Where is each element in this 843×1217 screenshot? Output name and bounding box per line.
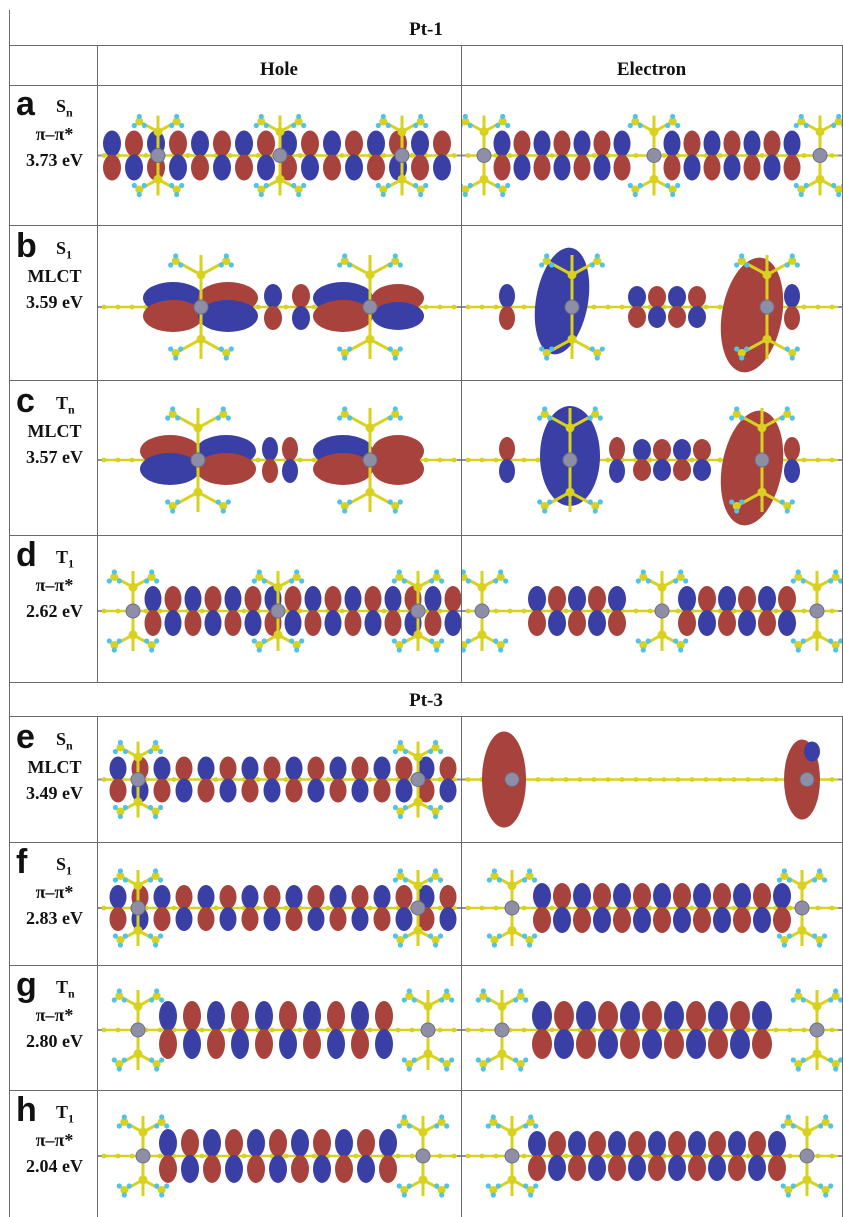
transition-type: MLCT [27, 757, 82, 777]
hole-orbital-image-b [98, 253, 461, 361]
excitation-energy: 2.62 eV [26, 601, 83, 621]
state-label: T1 [56, 1102, 75, 1126]
electron-orbital-image-a [462, 113, 842, 198]
panel-letter: d [16, 536, 37, 574]
excitation-energy: 3.59 eV [26, 292, 83, 312]
column-divider-label-pt3 [97, 716, 98, 1217]
transition-type: π–π* [35, 575, 74, 595]
state-label: S1 [56, 238, 73, 262]
row-border [9, 1090, 843, 1091]
transition-type: MLCT [27, 266, 82, 286]
transition-type: π–π* [35, 124, 74, 144]
excitation-energy: 2.83 eV [26, 908, 83, 928]
panel-letter: h [16, 1091, 37, 1129]
column-divider-hole-electron-pt3 [461, 716, 462, 1217]
section-title-pt1: Pt-1 [409, 19, 443, 40]
column-divider-label-pt1 [97, 45, 98, 682]
electron-orbital-image-f [462, 868, 842, 948]
state-label: S1 [56, 854, 73, 878]
state-label: Tn [56, 977, 75, 1001]
electron-orbital-image-e [462, 731, 842, 828]
panel-letter: e [16, 718, 35, 756]
section-title-pt3: Pt-3 [409, 690, 443, 711]
state-label: Sn [56, 96, 73, 120]
excitation-energy: 3.49 eV [26, 783, 83, 803]
column-divider-hole-electron-pt1 [461, 45, 462, 682]
hole-orbital-image-h [98, 1114, 461, 1198]
transition-type: π–π* [35, 882, 74, 902]
column-header-hole: Hole [260, 59, 298, 80]
hole-orbital-image-c [98, 406, 461, 514]
row-border [9, 225, 843, 226]
electron-orbital-image-b [462, 247, 842, 373]
excitation-energy: 2.04 eV [26, 1156, 83, 1176]
row-border [9, 842, 843, 843]
row-border [9, 965, 843, 966]
transition-type: MLCT [27, 421, 82, 441]
panel-letter: g [16, 966, 37, 1004]
state-label: Tn [56, 393, 75, 417]
state-label: Sn [56, 729, 73, 753]
row-border [9, 535, 843, 536]
excitation-energy: 2.80 eV [26, 1031, 83, 1051]
hole-orbital-image-d [98, 569, 461, 653]
electron-orbital-image-h [462, 1114, 842, 1198]
row-border [9, 682, 843, 683]
table-left-border [9, 10, 10, 1217]
row-border [9, 716, 843, 717]
electron-orbital-image-d [462, 569, 842, 653]
electron-orbital-image-c [462, 406, 842, 526]
panel-letter: c [16, 382, 35, 420]
hole-orbital-image-g [98, 988, 461, 1072]
excitation-energy: 3.73 eV [26, 150, 83, 170]
row-border [9, 45, 843, 46]
row-border [9, 85, 843, 86]
row-border [9, 380, 843, 381]
transition-type: π–π* [35, 1130, 74, 1150]
transition-type: π–π* [35, 1005, 74, 1025]
excitation-energy: 3.57 eV [26, 447, 83, 467]
orbital-table: Pt-1 Hole Electron Pt-3 a Sn π–π* 3.73 e… [9, 10, 843, 1217]
panel-letter: f [16, 843, 28, 881]
state-label: T1 [56, 547, 75, 571]
panel-letter: a [16, 85, 35, 123]
hole-orbital-image-f [98, 868, 461, 948]
hole-orbital-image-a [98, 113, 461, 198]
hole-orbital-image-e [98, 739, 461, 820]
column-header-electron: Electron [616, 59, 687, 80]
electron-orbital-image-g [462, 988, 842, 1072]
panel-letter: b [16, 227, 37, 265]
